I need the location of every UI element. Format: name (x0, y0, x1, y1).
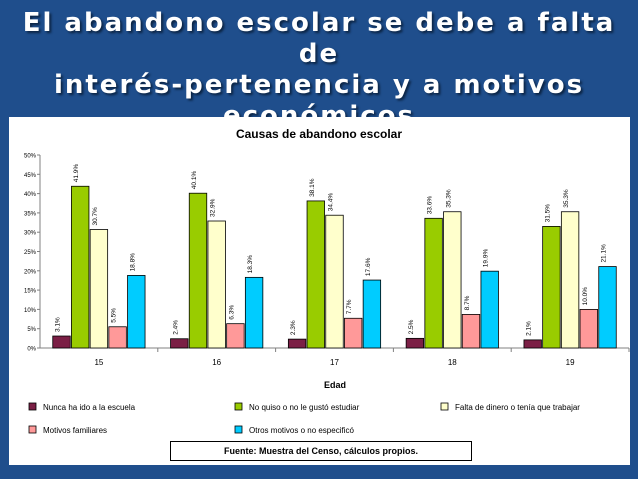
data-label: 17.6% (365, 257, 372, 276)
bar (461, 314, 481, 349)
bar (325, 214, 344, 349)
bar (542, 226, 561, 349)
data-label: 2.3% (290, 320, 297, 335)
data-label: 33.6% (427, 196, 434, 215)
bar (127, 275, 146, 349)
data-label: 3.1% (55, 317, 62, 332)
bar (523, 339, 542, 349)
data-label: 2.1% (526, 321, 533, 336)
bar (344, 317, 363, 349)
data-label: 31.5% (544, 204, 551, 223)
y-tick-label: 20% (24, 269, 37, 275)
data-label: 7.7% (346, 299, 353, 314)
bar (362, 279, 382, 349)
slide-title: El abandono escolar se debe a falta de i… (0, 8, 638, 132)
y-tick-label: 35% (24, 211, 37, 217)
bar (287, 338, 307, 349)
bar (89, 229, 109, 349)
bar (598, 266, 617, 349)
bar (424, 217, 443, 349)
legend-label: Motivos familiares (43, 426, 107, 435)
bar (108, 326, 127, 349)
legend-label: Nunca ha ido a la escuela (43, 403, 136, 412)
y-tick-label: 45% (24, 173, 37, 179)
bar (579, 308, 598, 349)
y-tick-label: 25% (24, 250, 37, 256)
legend-swatch (28, 402, 37, 411)
bar (244, 276, 264, 349)
x-tick-label: 16 (212, 358, 221, 367)
data-label: 5.5% (111, 308, 118, 323)
data-label: 35.3% (563, 189, 570, 208)
data-label: 30.7% (92, 207, 99, 226)
data-label: 8.7% (464, 295, 471, 310)
data-label: 10.0% (582, 287, 589, 306)
bar-chart: Causas de abandono escolar 0% 5% 10% 15% 20% 2… (24, 127, 630, 435)
legend-label: No quiso o no le gustó estudiar (249, 403, 360, 412)
x-tick-label: 17 (330, 358, 339, 367)
bar (52, 335, 71, 349)
data-label: 35.3% (445, 189, 452, 208)
y-tick-label: 15% (24, 289, 37, 295)
bar (480, 270, 499, 349)
bar (443, 211, 462, 349)
data-label: 41.9% (73, 164, 80, 183)
legend-label: Otros motivos o no especificó (249, 426, 354, 435)
bar (207, 220, 226, 349)
bar (405, 337, 425, 349)
x-tick-label: 18 (448, 358, 457, 367)
y-tick-label: 50% (24, 154, 37, 160)
y-tick-label: 40% (24, 192, 37, 198)
data-label: 32.9% (210, 198, 217, 217)
bar (560, 211, 580, 349)
legend-label: Falta de dinero o tenía que trabajar (455, 403, 580, 412)
data-label: 21.1% (601, 244, 608, 263)
y-tick-label: 30% (24, 231, 37, 237)
chart-panel: Causas de abandono escolar 0% 5% 10% 15% 20% 2… (9, 117, 630, 465)
x-axis-title: Edad (324, 380, 346, 390)
data-label: 40.1% (191, 171, 198, 190)
x-tick-label: 19 (566, 358, 575, 367)
legend-swatch (234, 402, 243, 411)
data-label: 6.3% (228, 305, 235, 320)
bar (170, 338, 189, 349)
title-line-1: El abandono escolar se debe a falta de (22, 8, 616, 69)
legend-swatch (234, 425, 243, 434)
data-label: 38.1% (309, 178, 316, 197)
legend-swatch (28, 425, 37, 434)
bar (306, 200, 325, 349)
bar (188, 192, 208, 349)
data-label: 34.4% (328, 193, 335, 212)
data-label: 18.3% (247, 255, 254, 274)
title-line-2: interés-pertenencia y a motivos (53, 70, 585, 100)
data-label: 18.8% (129, 253, 136, 272)
legend-swatch (440, 402, 449, 411)
x-tick-label: 15 (94, 358, 103, 367)
chart-title: Causas de abandono escolar (236, 127, 402, 141)
bar (71, 185, 90, 349)
y-tick-label: 0% (27, 347, 36, 353)
data-label: 19.9% (483, 249, 490, 268)
source-note: Fuente: Muestra del Censo, cálculos prop… (170, 441, 472, 461)
data-label: 2.4% (172, 320, 179, 335)
data-label: 2.5% (408, 319, 415, 334)
y-tick-label: 10% (24, 308, 37, 314)
bar (226, 323, 245, 349)
y-tick-label: 5% (27, 327, 36, 333)
